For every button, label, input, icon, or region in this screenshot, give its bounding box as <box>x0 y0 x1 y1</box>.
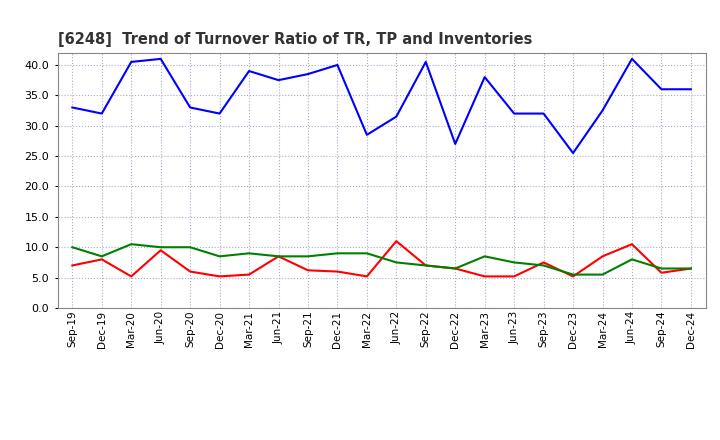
Inventories <box>274 254 283 259</box>
Trade Receivables <box>127 274 135 279</box>
Trade Payables <box>480 74 489 80</box>
Inventories <box>569 272 577 277</box>
Inventories <box>598 272 607 277</box>
Trade Receivables <box>598 254 607 259</box>
Trade Receivables <box>569 274 577 279</box>
Inventories <box>245 251 253 256</box>
Inventories <box>510 260 518 265</box>
Inventories <box>333 251 342 256</box>
Trade Payables <box>304 71 312 77</box>
Trade Receivables <box>363 274 372 279</box>
Trade Payables <box>687 87 696 92</box>
Trade Receivables <box>97 257 106 262</box>
Inventories <box>186 245 194 250</box>
Trade Payables <box>68 105 76 110</box>
Trade Payables <box>628 56 636 62</box>
Trade Receivables <box>186 269 194 274</box>
Trade Receivables <box>657 270 666 275</box>
Trade Receivables <box>539 260 548 265</box>
Inventories <box>156 245 165 250</box>
Trade Receivables <box>274 254 283 259</box>
Trade Payables <box>569 150 577 156</box>
Inventories <box>68 245 76 250</box>
Trade Payables <box>97 111 106 116</box>
Trade Receivables <box>68 263 76 268</box>
Trade Payables <box>333 62 342 68</box>
Trade Receivables <box>304 268 312 273</box>
Trade Receivables <box>245 272 253 277</box>
Line: Inventories: Inventories <box>72 244 691 275</box>
Inventories <box>657 266 666 271</box>
Trade Payables <box>186 105 194 110</box>
Line: Trade Receivables: Trade Receivables <box>72 241 691 276</box>
Trade Payables <box>127 59 135 65</box>
Trade Receivables <box>215 274 224 279</box>
Inventories <box>97 254 106 259</box>
Trade Receivables <box>392 238 400 244</box>
Trade Payables <box>363 132 372 137</box>
Trade Receivables <box>628 242 636 247</box>
Trade Receivables <box>687 266 696 271</box>
Trade Receivables <box>156 248 165 253</box>
Text: [6248]  Trend of Turnover Ratio of TR, TP and Inventories: [6248] Trend of Turnover Ratio of TR, TP… <box>58 33 532 48</box>
Trade Payables <box>539 111 548 116</box>
Trade Payables <box>451 141 459 147</box>
Trade Payables <box>657 87 666 92</box>
Trade Payables <box>156 56 165 62</box>
Inventories <box>451 266 459 271</box>
Inventories <box>421 263 430 268</box>
Inventories <box>215 254 224 259</box>
Trade Payables <box>274 77 283 83</box>
Trade Receivables <box>421 263 430 268</box>
Inventories <box>687 266 696 271</box>
Trade Payables <box>510 111 518 116</box>
Trade Receivables <box>510 274 518 279</box>
Inventories <box>628 257 636 262</box>
Inventories <box>392 260 400 265</box>
Inventories <box>539 263 548 268</box>
Trade Payables <box>245 68 253 73</box>
Inventories <box>127 242 135 247</box>
Inventories <box>363 251 372 256</box>
Trade Receivables <box>451 266 459 271</box>
Trade Receivables <box>333 269 342 274</box>
Trade Receivables <box>480 274 489 279</box>
Inventories <box>304 254 312 259</box>
Trade Payables <box>215 111 224 116</box>
Trade Payables <box>392 114 400 119</box>
Trade Payables <box>598 108 607 113</box>
Inventories <box>480 254 489 259</box>
Trade Payables <box>421 59 430 65</box>
Line: Trade Payables: Trade Payables <box>72 59 691 153</box>
